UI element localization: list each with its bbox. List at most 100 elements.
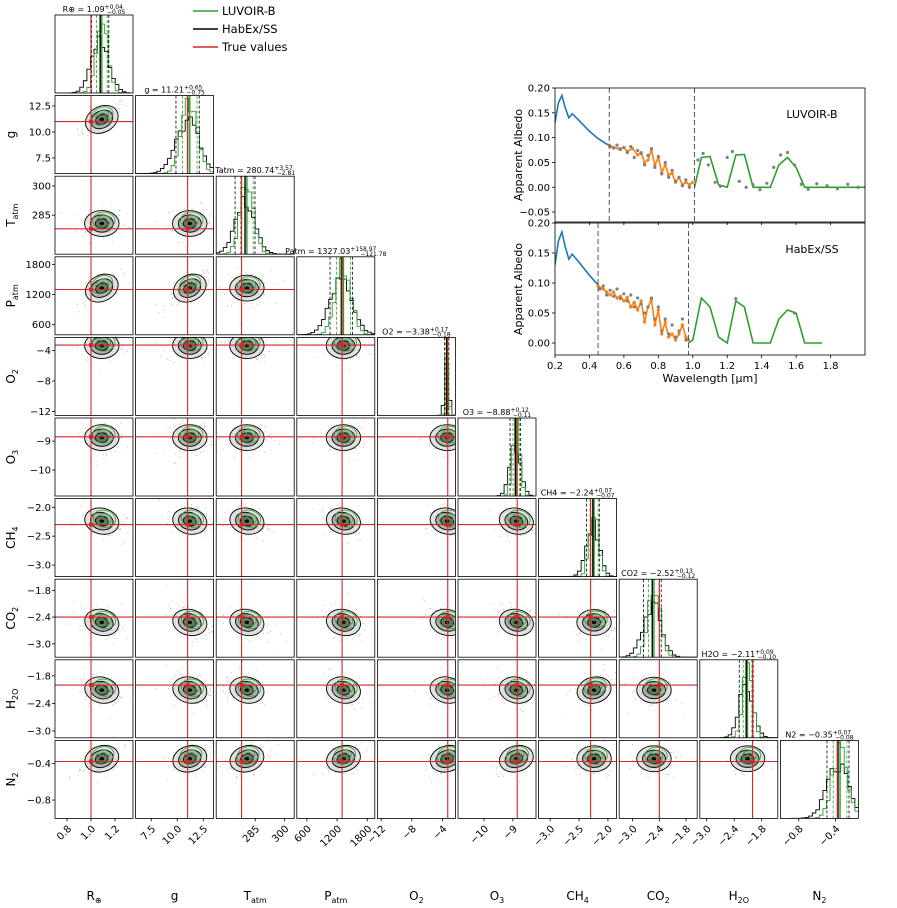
x-tick-label: −2.4 [716,824,741,849]
x-axis-label-Tatm: Tatm [243,889,267,905]
nir-fit-line [693,153,865,189]
legend-label-truth: True values [221,40,288,54]
corner-panel-CH4-H2O [538,659,617,739]
contour-luvoir [180,425,204,444]
spectrum-y-tick-label: 0.00 [528,339,550,350]
visible-fit-point [611,290,616,294]
truth-marker [657,759,662,764]
corner-panel-R⊕-O3: −10 −9 O3 [4,417,134,497]
truth-marker [185,683,190,688]
contour-luvoir [644,746,668,765]
truth-marker [89,119,93,124]
observed-point [680,184,685,188]
panel-content [296,256,375,335]
corner-panel-Tatm-Patm [215,256,295,336]
corner-panel-O3-H2O [457,659,537,739]
panel-content [458,418,536,496]
panel-content [780,740,859,819]
contour-luvoir [185,512,200,525]
panel-frame [376,498,456,578]
visible-fit-point [646,158,650,162]
corner-panel-Patm-O2 [296,336,376,416]
contour-core [244,519,250,523]
observed-point [615,143,619,147]
corner-panel-N2-N2: N2 = −0.35+0.07 −0.08 −0.8 −0.4 N2 [780,729,859,905]
truth-marker [445,683,450,688]
observed-point [751,183,755,187]
visible-fit-point [636,153,640,157]
truth-marker [89,522,93,527]
panel-content [216,579,295,658]
y-tick-label: 285 [32,211,51,222]
contour-luvoir [99,752,107,759]
spectrum-content [555,88,865,222]
corner-panel-g-H2O [135,659,215,739]
corner-panel-g-Tatm [135,175,215,255]
corner-panel-O2-CH4 [376,498,456,578]
y-tick-label: −10 [30,466,51,477]
panel-frame [457,740,537,819]
observed-point [772,165,776,170]
x-tick-label: −1.8 [744,824,769,849]
y-tick-label: −0.8 [27,796,51,807]
visible-fit-point [605,290,609,294]
truth-marker [340,683,345,688]
y-tick-label: −2.4 [27,613,51,624]
truth-marker [239,287,244,292]
panel-content [619,579,698,658]
truth-marker [239,434,244,439]
spectrum-y-tick-label: 0.10 [528,279,550,290]
corner-panel-O3-CH4 [457,498,537,578]
panel-frame [54,578,134,658]
corner-panel-Tatm-CO2 [215,578,295,658]
corner-panel-R⊕-O2: −12 −8 −4 O2 [4,336,134,418]
visible-fit-point [622,299,626,303]
observed-point [670,323,674,327]
contour-luvoir [584,610,608,629]
observed-point [799,182,803,186]
panel-content [135,498,214,577]
observed-point [696,158,700,162]
x-tick-label: −0.4 [818,824,843,849]
spectrum-y-tick-label: 0.00 [528,183,550,194]
contour-luvoir [442,614,456,626]
panel-title-Patm: Patm = 1327.03+158.97 −121.78 [285,246,386,258]
spectrum-y-tick-label: 0.05 [528,309,550,320]
truth-marker [340,343,345,348]
truth-marker [185,226,190,231]
panel-content [296,418,375,496]
observed-point [792,311,796,315]
corner-panel-O2-CO2 [376,578,456,658]
panel-frame [135,175,215,255]
observed-point [660,329,664,333]
contour-luvoir [237,425,261,444]
panel-content [216,498,295,577]
visible-fit-point [684,180,688,184]
visible-fit-point [625,295,629,299]
contour-luvoir [511,681,527,694]
y-tick-label: −2.4 [27,699,51,710]
truth-marker [89,683,93,688]
contour-luvoir [338,429,353,441]
spectrum-x-tick-label: 1.2 [719,361,735,372]
y-tick-label: −1.8 [27,586,51,597]
truth-marker [340,759,345,764]
spectrum-content [555,223,822,355]
x-tick-label: −8 [401,824,419,842]
corner-panel-g-CO2 [135,578,215,658]
panel-frame [457,578,537,658]
truth-marker [657,683,662,688]
truth-marker [185,343,190,348]
panel-frame [215,175,295,255]
contour-luvoir [442,681,456,694]
y-tick-label: 600 [32,320,51,331]
spectra-panels: 0.20 0.15 0.10 0.05 0.00 −0.05 Apparent Albedo… [512,84,866,385]
truth-marker [445,434,450,439]
x-tick-label: −4 [431,824,449,842]
y-axis-label-Tatm: Tatm [4,203,20,227]
contour-core [244,757,250,761]
observed-point [615,287,619,291]
x-tick-label: 285 [241,824,262,845]
